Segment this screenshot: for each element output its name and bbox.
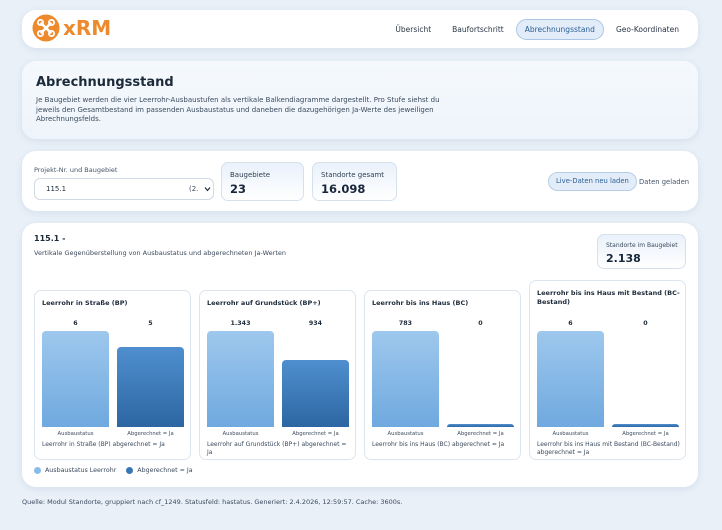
load-status-text: Daten geladen xyxy=(639,178,690,186)
bar-value-ausbaustatus: 1.343 xyxy=(230,320,251,327)
controls-bar: Projekt-Nr. und Baugebiet 115.1 (2. Baug… xyxy=(22,151,698,211)
project-select-value: 115.1 xyxy=(46,185,67,193)
legend-label-ausbaustatus: Ausbaustatus Leerrohr xyxy=(45,467,117,474)
top-navigation: xRM Übersicht Baufortschritt Abrechnungs… xyxy=(22,10,698,48)
chart-panel: Leerrohr bis ins Haus (BC) 783 Ausbaustatu… xyxy=(364,290,521,460)
bar-value-ausbaustatus: 6 xyxy=(73,320,78,327)
bar-ausbaustatus[interactable] xyxy=(42,331,109,427)
page-header: Abrechnungsstand Je Baugebiet werden die… xyxy=(22,61,698,139)
bar-abgerechnet[interactable] xyxy=(447,424,514,427)
stat-baugebiete-label: Baugebiete xyxy=(230,171,271,179)
chart-panel-title: Leerrohr bis ins Haus mit Bestand (BC-Be… xyxy=(537,289,680,306)
logo-icon xyxy=(32,14,60,42)
logo-text: xRM xyxy=(63,16,112,40)
bar-axis-label-ausbaustatus: Ausbaustatus xyxy=(387,431,424,437)
project-select-suffix: (2. xyxy=(189,185,199,193)
nav-item-abrechnungsstand[interactable]: Abrechnungsstand xyxy=(515,19,604,40)
bar-axis-label-abgerechnet: Abgerechnet = Ja xyxy=(127,431,174,437)
stat-baugebiete: Baugebiete 23 xyxy=(221,162,304,201)
project-select-label: Projekt-Nr. und Baugebiet xyxy=(34,166,118,174)
chart-panel-footer: Leerrohr bis ins Haus mit Bestand (BC-Be… xyxy=(537,441,680,456)
chart-panel: Leerrohr auf Grundstück (BP+) 1.343 Ausbau… xyxy=(199,290,356,460)
bar-axis-label-ausbaustatus: Ausbaustatus xyxy=(552,431,589,437)
chart-legend: Ausbaustatus Leerrohr Abgerechnet = Ja xyxy=(34,467,203,474)
project-select[interactable]: 115.1 (2. xyxy=(34,178,214,200)
stat-standorte-value: 16.098 xyxy=(321,182,366,196)
bar-ausbaustatus[interactable] xyxy=(372,331,439,427)
legend-item-abgerechnet: Abgerechnet = Ja xyxy=(126,467,193,474)
source-footer: Quelle: Modul Standorte, gruppiert nach … xyxy=(22,498,403,506)
bar-ausbaustatus[interactable] xyxy=(537,331,604,427)
bar-abgerechnet[interactable] xyxy=(282,360,349,427)
bar-ausbaustatus[interactable] xyxy=(207,331,274,427)
nav-item-baufortschritt[interactable]: Baufortschritt xyxy=(452,25,504,34)
bar-axis-label-abgerechnet: Abgerechnet = Ja xyxy=(622,431,669,437)
chart-panel-title: Leerrohr in Straße (BP) xyxy=(42,299,128,307)
chart-panel-title: Leerrohr auf Grundstück (BP+) xyxy=(207,299,321,307)
bar-value-abgerechnet: 934 xyxy=(308,320,323,327)
nav-item-uebersicht[interactable]: Übersicht xyxy=(395,25,432,34)
chart-panel-footer: Leerrohr bis ins Haus (BC) abgerechnet =… xyxy=(372,441,505,448)
page-description: Je Baugebiet werden die vier Leerrohr-Au… xyxy=(36,96,440,123)
bar-value-ausbaustatus: 6 xyxy=(568,320,573,327)
nav-menu: Übersicht Baufortschritt Abrechnungsstan… xyxy=(383,19,688,40)
legend-label-abgerechnet: Abgerechnet = Ja xyxy=(137,467,193,474)
stat-standorte-gesamt: Standorte gesamt 16.098 xyxy=(312,162,397,201)
bar-value-abgerechnet: 0 xyxy=(478,320,483,327)
chart-panel-footer: Leerrohr in Straße (BP) abgerechnet = Ja xyxy=(42,441,165,448)
page-title: Abrechnungsstand xyxy=(36,75,174,90)
logo[interactable]: xRM xyxy=(32,14,111,42)
nav-item-geo-koordinaten[interactable]: Geo-Koordinaten xyxy=(615,25,679,34)
bar-axis-label-abgerechnet: Abgerechnet = Ja xyxy=(457,431,504,437)
bar-axis-label-ausbaustatus: Ausbaustatus xyxy=(222,431,259,437)
bar-value-abgerechnet: 0 xyxy=(643,320,648,327)
reload-live-data-button[interactable]: Live-Daten neu laden xyxy=(548,172,637,191)
chart-panel-footer: Leerrohr auf Grundstück (BP+) abgerechne… xyxy=(207,441,347,456)
area-title: 115.1 - xyxy=(34,234,66,243)
chart-panel: Leerrohr bis ins Haus mit Bestand (BC-Be… xyxy=(529,280,686,460)
bar-axis-label-abgerechnet: Abgerechnet = Ja xyxy=(292,431,339,437)
chevron-down-icon xyxy=(204,187,211,192)
bar-axis-label-ausbaustatus: Ausbaustatus xyxy=(57,431,94,437)
stat-standorte-baugebiet-value: 2.138 xyxy=(606,252,641,265)
chart-panel: Leerrohr in Straße (BP) 6 Ausbaustatus 5 Abg… xyxy=(34,290,191,460)
bar-value-ausbaustatus: 783 xyxy=(398,320,413,327)
legend-item-ausbaustatus: Ausbaustatus Leerrohr xyxy=(34,467,116,474)
bar-abgerechnet[interactable] xyxy=(612,424,679,427)
chart-panel-title: Leerrohr bis ins Haus (BC) xyxy=(372,299,469,307)
legend-swatch-abgerechnet xyxy=(126,467,134,474)
stat-standorte-baugebiet-label: Standorte im Baugebiet xyxy=(606,242,678,249)
legend-swatch-ausbaustatus xyxy=(34,467,41,474)
stat-baugebiete-value: 23 xyxy=(230,182,247,196)
billing-overview: 115.1 - Vertikale Gegenüberstellung von … xyxy=(22,223,698,487)
stat-standorte-baugebiet: Standorte im Baugebiet 2.138 xyxy=(597,234,686,269)
stat-standorte-label: Standorte gesamt xyxy=(321,171,385,179)
bar-value-abgerechnet: 5 xyxy=(148,320,153,327)
bar-abgerechnet[interactable] xyxy=(117,347,184,427)
area-subtitle: Vertikale Gegenüberstellung von Ausbaust… xyxy=(34,249,286,257)
